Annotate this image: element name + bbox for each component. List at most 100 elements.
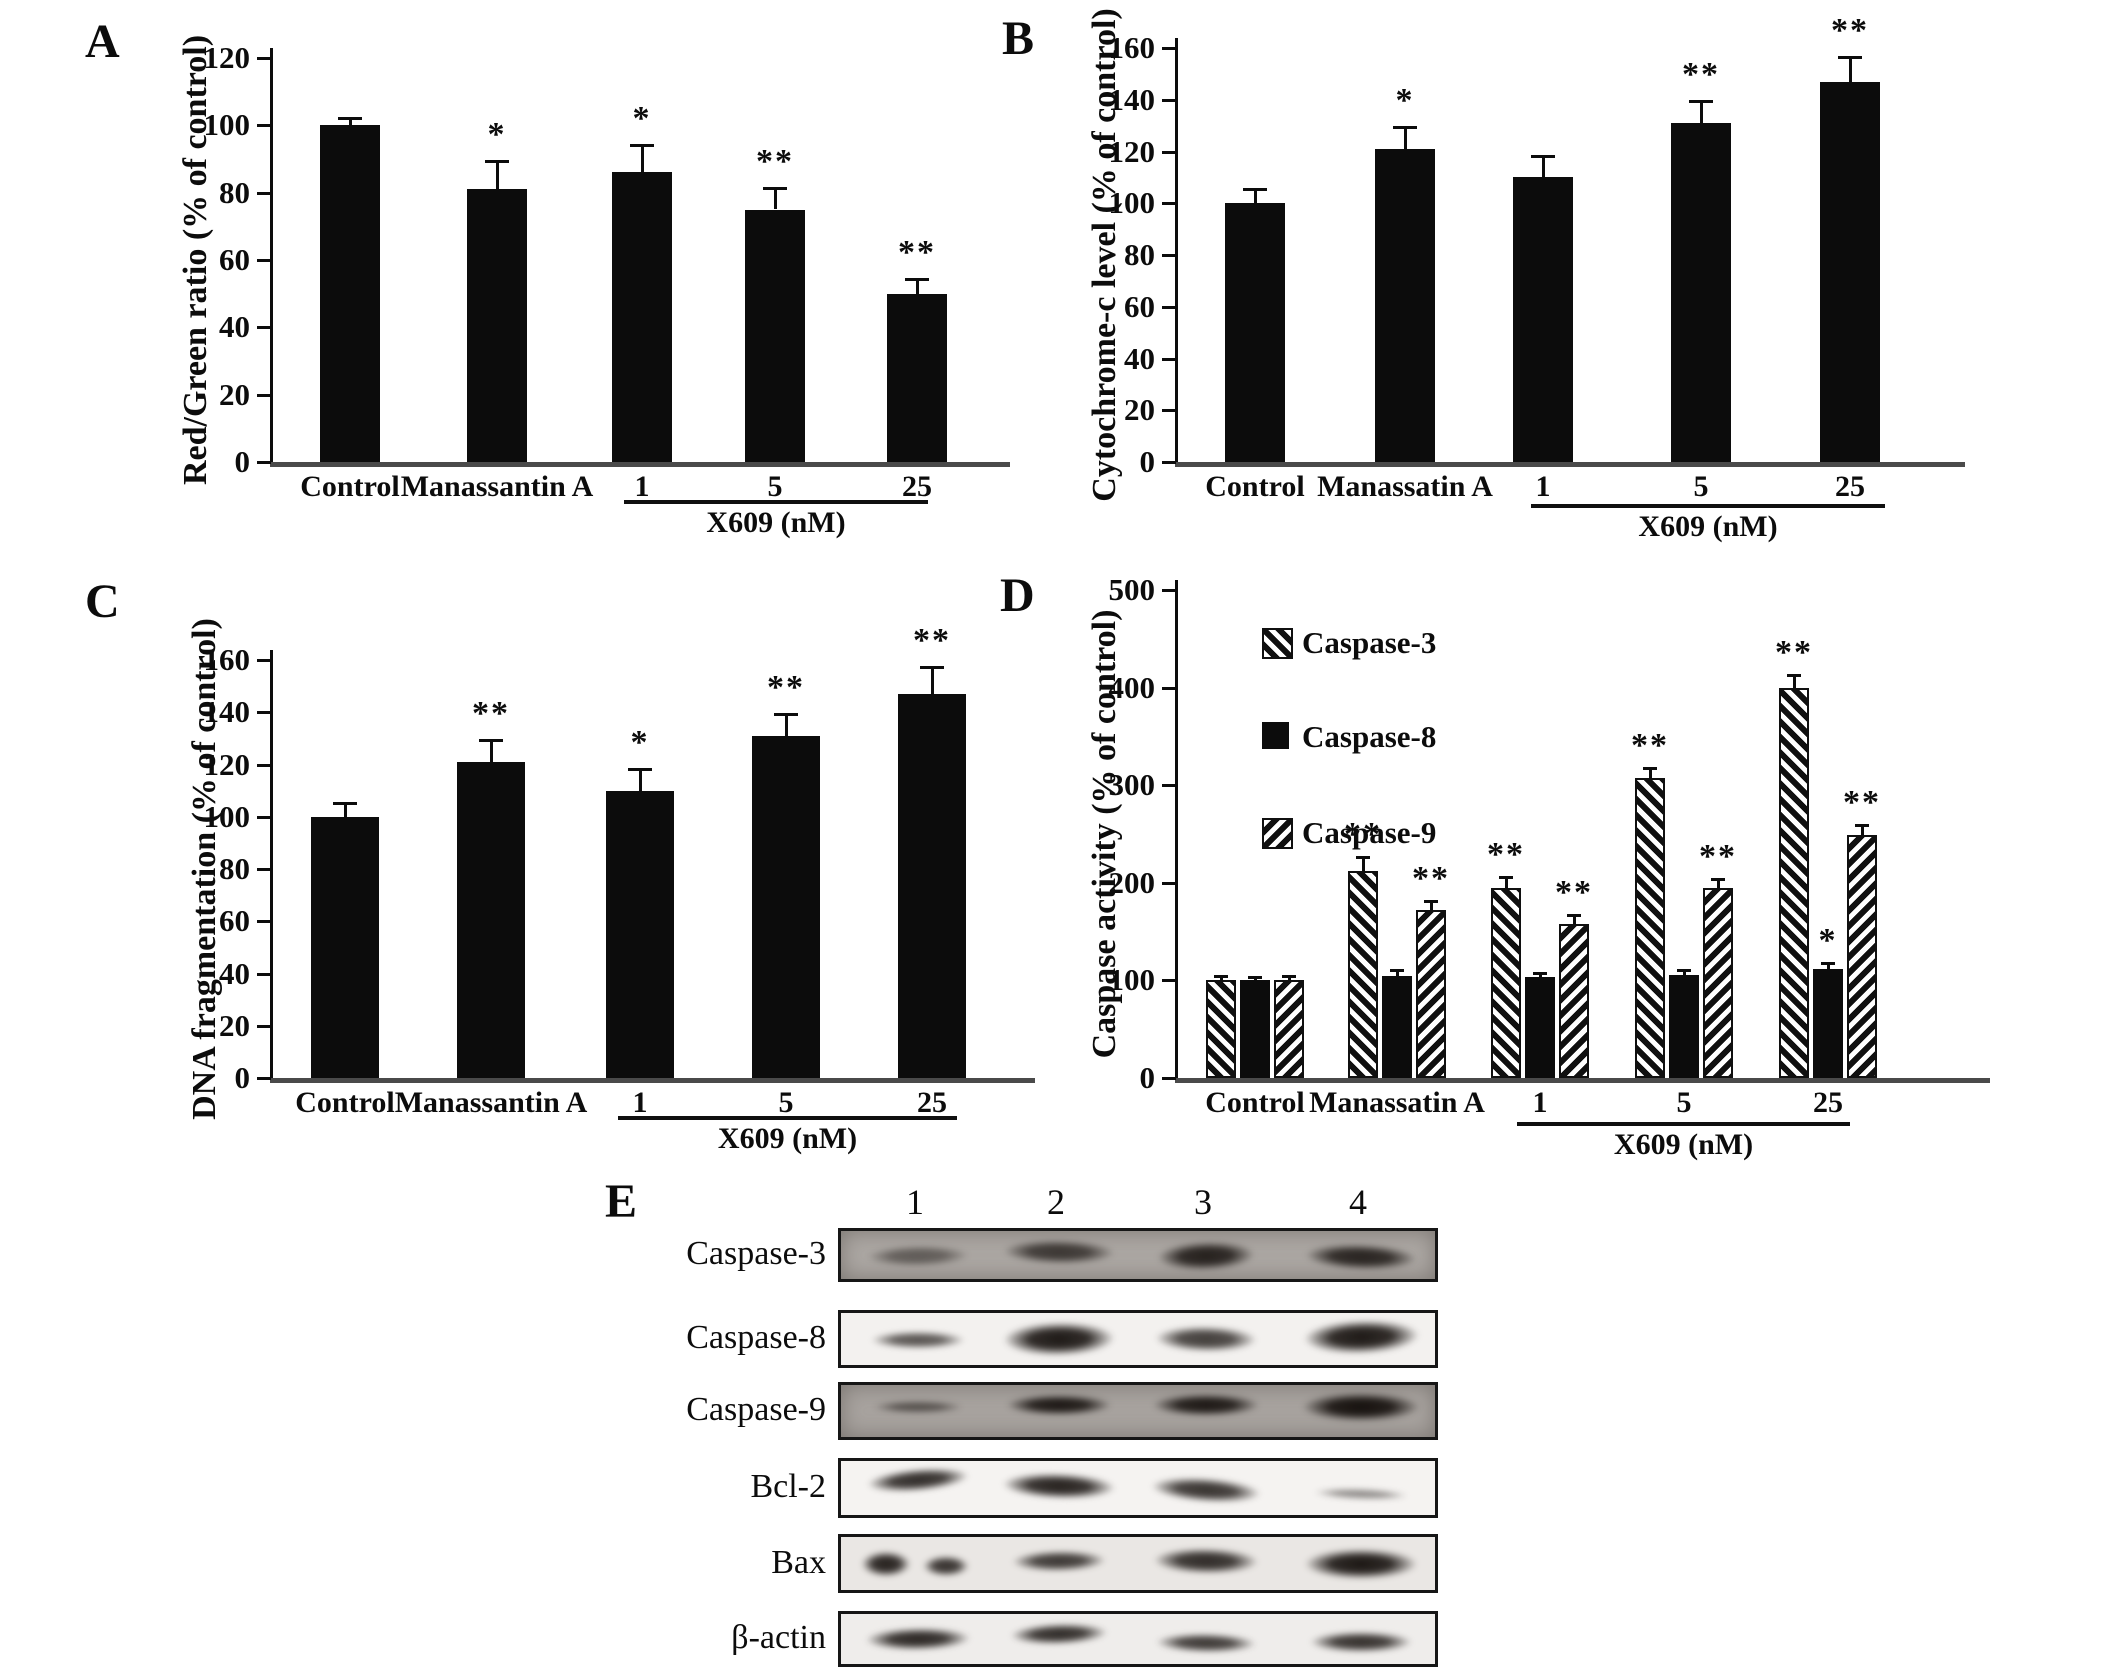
blot-box-bcl-2	[838, 1458, 1438, 1518]
y-tick	[1162, 409, 1176, 413]
blot-band	[1142, 1629, 1270, 1657]
legend-swatch-diag-back	[1262, 628, 1293, 659]
y-axis	[270, 48, 273, 464]
bar-caspase-9	[1559, 923, 1589, 1078]
legend-swatch-solid	[1262, 722, 1289, 749]
blot-band	[1301, 1484, 1421, 1504]
blot-band	[999, 1546, 1119, 1575]
significance-marker: **	[1631, 726, 1669, 764]
y-tick-label: 140	[1108, 81, 1156, 117]
lane-label: 2	[1047, 1182, 1065, 1222]
y-tick-label: 100	[1108, 185, 1156, 221]
x-axis	[1175, 462, 1965, 467]
error-bar-line	[1430, 902, 1433, 911]
blot-band	[988, 1316, 1130, 1362]
y-tick-label: 300	[1108, 767, 1156, 803]
blot-band	[997, 1618, 1121, 1650]
error-bar-cap	[1821, 961, 1835, 965]
lane-label: 3	[1194, 1182, 1212, 1222]
bar	[887, 293, 947, 462]
x-category-label: 25	[1813, 1086, 1843, 1119]
x-category-label: 25	[917, 1086, 947, 1119]
y-tick	[257, 191, 271, 195]
bar-caspase-9	[1416, 910, 1446, 1078]
x-axis	[1175, 1078, 1990, 1083]
y-tick-label: 20	[219, 376, 250, 412]
y-tick-label: 20	[219, 1007, 250, 1043]
x609-underline	[1531, 504, 1885, 508]
y-tick-label: 0	[234, 444, 251, 479]
blot-band	[993, 1392, 1125, 1418]
bar	[320, 125, 380, 462]
error-bar-line	[1220, 977, 1223, 981]
x-category-label: Control	[300, 470, 400, 503]
error-bar-cap	[920, 665, 944, 669]
blot-band	[859, 1329, 977, 1351]
y-tick	[257, 1024, 271, 1028]
x609-underline	[624, 500, 928, 504]
bar-caspase-3	[1635, 778, 1665, 1078]
y-tick	[257, 1077, 271, 1080]
lane-label: 1	[906, 1182, 924, 1222]
y-tick	[1162, 150, 1176, 154]
blot-row-label: Bcl-2	[750, 1468, 826, 1505]
blot-band	[917, 1552, 975, 1579]
error-bar-cap	[479, 738, 503, 742]
bar	[745, 209, 805, 462]
error-bar-line	[1649, 768, 1652, 779]
x-axis	[270, 1078, 1035, 1083]
y-axis-title: Cytochrome-c level (% of control)	[1086, 8, 1123, 502]
blot-band	[1290, 1544, 1432, 1583]
error-bar-line	[1254, 190, 1257, 204]
bar-caspase-9	[1703, 887, 1733, 1078]
x-category-label: Manassantin A	[394, 1086, 588, 1119]
error-bar-line	[496, 162, 499, 190]
blot-row-label: β-actin	[731, 1619, 826, 1656]
error-bar-line	[1700, 102, 1703, 124]
x609-underline	[618, 1116, 957, 1120]
legend-label: Caspase-9	[1302, 815, 1437, 850]
y-tick	[1162, 254, 1176, 257]
blot-band	[1287, 1313, 1435, 1361]
bar-caspase-8	[1813, 968, 1843, 1078]
y-axis-title: DNA fragmentation (% of control)	[186, 618, 223, 1120]
error-bar-cap	[1855, 824, 1869, 828]
significance-marker: **	[913, 621, 951, 659]
y-tick-label: 80	[219, 851, 250, 886]
error-bar-cap	[1424, 900, 1438, 904]
y-tick-label: 60	[219, 903, 250, 939]
blot-row-label: Caspase-9	[686, 1391, 826, 1428]
blot-box-caspase-9	[838, 1382, 1438, 1440]
error-bar-cap	[1533, 971, 1547, 975]
significance-marker: **	[1412, 860, 1450, 898]
bar	[457, 761, 525, 1078]
significance-marker: **	[1843, 784, 1881, 822]
y-tick-label: 80	[1124, 237, 1155, 272]
blot-box-β-actin	[838, 1611, 1438, 1667]
y-tick-label: 40	[219, 309, 250, 345]
significance-marker: **	[472, 694, 510, 732]
legend-swatch-diag-fwd	[1262, 818, 1293, 849]
error-bar-line	[1404, 128, 1407, 149]
bar	[898, 693, 966, 1078]
error-bar-line	[1542, 156, 1545, 178]
error-bar-cap	[1282, 975, 1296, 979]
y-tick-label: 120	[203, 746, 251, 782]
error-bar-line	[639, 769, 642, 791]
x609-label: X609 (nM)	[1638, 510, 1778, 543]
y-tick	[1162, 784, 1176, 788]
error-bar-line	[1793, 675, 1796, 688]
bar-caspase-3	[1779, 687, 1809, 1078]
blot-band	[853, 1461, 983, 1500]
error-bar-line	[349, 118, 352, 126]
x-category-label: 1	[634, 470, 650, 503]
error-bar-line	[641, 145, 644, 173]
error-bar-cap	[1243, 188, 1267, 192]
error-bar-line	[774, 189, 777, 210]
y-tick	[257, 326, 271, 330]
y-tick-label: 0	[1139, 1060, 1156, 1095]
y-tick	[1162, 589, 1176, 592]
error-bar-cap	[1689, 100, 1713, 104]
x609-underline	[1517, 1122, 1850, 1126]
